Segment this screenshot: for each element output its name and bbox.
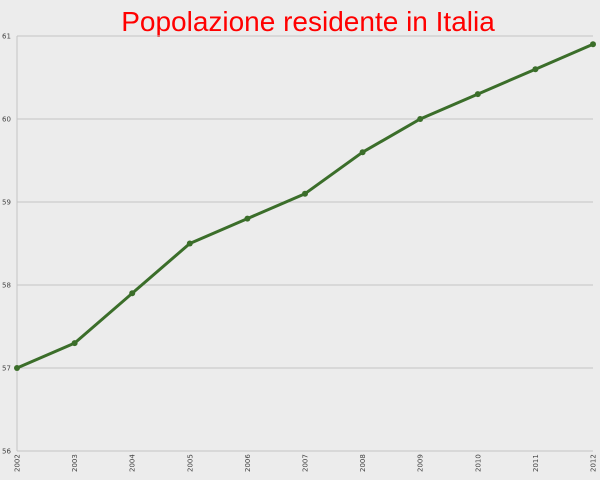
data-point-2005 bbox=[186, 240, 193, 247]
data-point-2006 bbox=[244, 215, 251, 222]
data-point-2008 bbox=[359, 149, 366, 156]
series-line-0 bbox=[15, 42, 595, 370]
x-tick-label-2009: 2009 bbox=[417, 454, 425, 472]
series bbox=[14, 41, 596, 371]
data-point-2010 bbox=[474, 91, 481, 98]
y-tick-label-60: 60 bbox=[2, 116, 11, 124]
data-point-2007 bbox=[302, 190, 308, 197]
data-point-2003 bbox=[71, 340, 78, 347]
data-point-2012 bbox=[590, 41, 596, 48]
data-point-2004 bbox=[129, 290, 136, 297]
x-tick-label-2011: 2011 bbox=[532, 454, 540, 472]
y-tick-label-56: 56 bbox=[2, 448, 11, 456]
axes bbox=[16, 36, 593, 452]
x-tick-label-2007: 2007 bbox=[302, 454, 310, 472]
data-point-2002 bbox=[14, 365, 20, 371]
x-tick-label-2006: 2006 bbox=[244, 454, 252, 472]
x-tick-label-2002: 2002 bbox=[14, 454, 22, 472]
grid-lines bbox=[17, 35, 593, 369]
x-tick-label-2012: 2012 bbox=[590, 454, 598, 472]
x-tick-label-2005: 2005 bbox=[186, 454, 194, 472]
x-tick-label-2004: 2004 bbox=[129, 454, 137, 472]
tick-labels: 56 57 58 59 60 61 2002 2003 2004 2005 2006 2007 2008… bbox=[2, 33, 598, 473]
x-tick-label-2010: 2010 bbox=[474, 454, 482, 472]
y-tick-label-57: 57 bbox=[2, 365, 11, 373]
data-point-2009 bbox=[417, 116, 424, 122]
x-tick-label-2003: 2003 bbox=[71, 454, 79, 472]
y-tick-label-61: 61 bbox=[2, 33, 11, 41]
y-tick-label-58: 58 bbox=[2, 282, 11, 290]
data-point-2011 bbox=[532, 66, 539, 73]
chart-title: Popolazione residente in Italia bbox=[121, 6, 495, 37]
x-tick-label-2008: 2008 bbox=[359, 454, 367, 472]
y-tick-label-59: 59 bbox=[2, 199, 11, 207]
